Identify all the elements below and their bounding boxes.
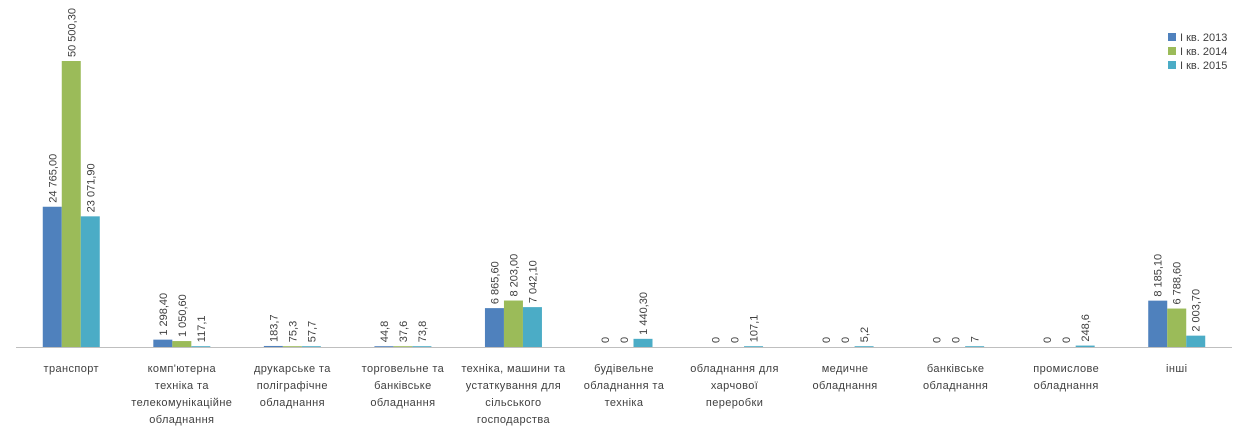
data-label-2-5: 1 440,30 xyxy=(638,292,650,335)
bar-1-1 xyxy=(172,341,192,347)
bar-1-2 xyxy=(282,346,302,347)
bar-0-10 xyxy=(1148,300,1168,347)
bar-2-9 xyxy=(1075,345,1095,347)
data-label-0-7: 0 xyxy=(821,337,833,343)
bar-2-8 xyxy=(965,346,985,347)
bar-0-0 xyxy=(42,206,62,347)
category-label-9-line-0: промислове xyxy=(1033,363,1099,375)
bar-1-3 xyxy=(393,346,413,347)
category-label-4-line-3: господарства xyxy=(477,414,551,426)
data-label-2-2: 57,7 xyxy=(306,321,318,342)
category-label-10-line-0: інші xyxy=(1166,363,1187,375)
data-label-0-2: 183,7 xyxy=(268,314,280,342)
category-label-5-line-1: обладнання та xyxy=(584,380,665,392)
category-labels-layer: транспорт комп'ютерна техніка та телекомуні… xyxy=(44,363,1187,426)
bar-2-3 xyxy=(412,346,432,347)
data-label-1-10: 6 788,60 xyxy=(1172,262,1184,305)
bar-0-1 xyxy=(153,339,173,347)
data-label-2-9: 248,6 xyxy=(1080,314,1092,342)
category-label-5-line-0: будівельне xyxy=(594,363,654,375)
data-label-1-7: 0 xyxy=(840,337,852,343)
category-label-0-line-0: транспорт xyxy=(44,363,99,375)
category-label-7-line-0: медичне xyxy=(822,363,869,375)
category-label-3-line-2: обладнання xyxy=(370,397,435,409)
data-label-1-5: 0 xyxy=(619,337,631,343)
category-label-3-line-1: банківське xyxy=(374,380,432,392)
bar-2-4 xyxy=(522,307,542,347)
category-label-4-line-2: сільського xyxy=(485,397,541,409)
category-label-6-line-2: переробки xyxy=(706,397,763,409)
data-label-0-4: 6 865,60 xyxy=(489,261,501,304)
category-label-9-line-1: обладнання xyxy=(1034,380,1099,392)
legend-label-2: I кв. 2015 xyxy=(1180,60,1227,72)
data-label-2-3: 73,8 xyxy=(417,321,429,342)
category-label-1-line-1: техніка та xyxy=(155,380,210,392)
data-label-0-6: 0 xyxy=(711,337,723,343)
data-label-2-1: 117,1 xyxy=(196,315,208,342)
data-label-1-9: 0 xyxy=(1061,337,1073,343)
category-label-8-line-0: банківське xyxy=(927,363,985,375)
category-label-6-line-1: харчової xyxy=(711,380,758,392)
category-label-1-line-2: телекомунікаційне xyxy=(131,397,232,409)
bars-layer xyxy=(42,61,1206,347)
data-label-2-7: 5,2 xyxy=(859,327,871,342)
bar-2-2 xyxy=(301,346,321,347)
data-label-0-10: 8 185,10 xyxy=(1153,254,1165,297)
category-label-7-line-1: обладнання xyxy=(812,380,877,392)
bar-2-6 xyxy=(744,346,764,347)
data-label-1-0: 50 500,30 xyxy=(66,8,78,57)
data-label-1-8: 0 xyxy=(951,337,963,343)
data-label-2-8: 7 xyxy=(970,336,982,342)
category-label-1-line-0: комп'ютерна xyxy=(148,363,217,375)
legend-label-0: I кв. 2013 xyxy=(1180,32,1227,44)
bar-2-0 xyxy=(80,216,100,347)
legend-swatch-2 xyxy=(1168,61,1176,69)
bar-1-0 xyxy=(61,61,81,347)
category-label-2-line-0: друкарське та xyxy=(254,363,331,375)
data-label-0-9: 0 xyxy=(1042,337,1054,343)
category-label-8-line-1: обладнання xyxy=(923,380,988,392)
data-label-2-4: 7 042,10 xyxy=(527,260,539,303)
data-label-2-6: 107,1 xyxy=(749,315,761,343)
data-label-1-3: 37,6 xyxy=(398,321,410,342)
data-label-0-1: 1 298,40 xyxy=(158,293,170,336)
category-label-4-line-0: техніка, машини та xyxy=(461,363,566,375)
data-label-1-4: 8 203,00 xyxy=(508,254,520,297)
legend: I кв. 2013 I кв. 2014 I кв. 2015 xyxy=(1168,32,1227,72)
category-label-2-line-1: поліграфічне xyxy=(257,380,328,392)
bar-2-5 xyxy=(633,338,653,347)
bar-2-7 xyxy=(854,346,874,347)
legend-swatch-1 xyxy=(1168,47,1176,55)
bar-0-4 xyxy=(484,308,504,347)
category-label-6-line-0: обладнання для xyxy=(690,363,779,375)
data-label-2-10: 2 003,70 xyxy=(1191,289,1203,332)
category-label-1-line-3: обладнання xyxy=(149,414,214,426)
data-label-1-6: 0 xyxy=(730,337,742,343)
data-label-0-3: 44,8 xyxy=(379,321,391,342)
data-label-1-2: 75,3 xyxy=(287,321,299,342)
bar-2-10 xyxy=(1186,335,1206,347)
category-label-4-line-1: устаткування для xyxy=(466,380,561,392)
bar-0-2 xyxy=(263,345,283,347)
legend-label-1: I кв. 2014 xyxy=(1180,46,1227,58)
bar-1-4 xyxy=(503,300,523,347)
data-label-2-0: 23 071,90 xyxy=(85,163,97,212)
bar-1-10 xyxy=(1167,308,1187,347)
category-label-5-line-2: техніка xyxy=(605,397,644,409)
data-label-0-5: 0 xyxy=(600,337,612,343)
legend-swatch-0 xyxy=(1168,33,1176,41)
data-label-0-8: 0 xyxy=(932,337,944,343)
data-label-1-1: 1 050,60 xyxy=(177,294,189,337)
bar-0-3 xyxy=(374,346,394,347)
data-label-0-0: 24 765,00 xyxy=(47,154,59,203)
category-label-3-line-0: торговельне та xyxy=(362,363,445,375)
category-label-2-line-2: обладнання xyxy=(260,397,325,409)
bar-2-1 xyxy=(191,346,211,347)
data-labels-layer: 24 765,00 50 500,30 23 071,90 1 298,40 1 050… xyxy=(47,8,1202,343)
